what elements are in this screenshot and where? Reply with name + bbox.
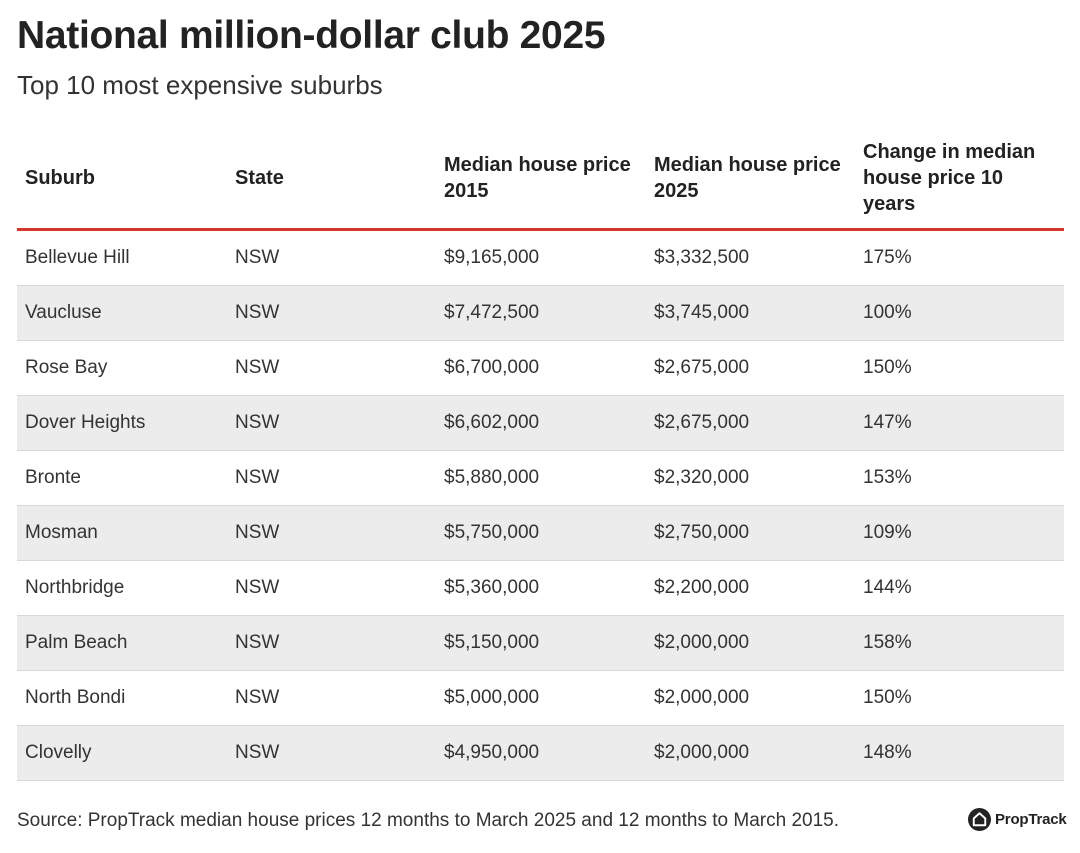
cell-state: NSW: [227, 229, 436, 286]
cell-state: NSW: [227, 560, 436, 616]
cell-price-2015: $5,360,000: [436, 560, 646, 616]
cell-suburb: North Bondi: [17, 670, 227, 726]
cell-price-2015: $6,602,000: [436, 395, 646, 451]
cell-suburb: Dover Heights: [17, 395, 227, 451]
house-icon: [968, 807, 991, 831]
table-row: Bronte NSW $5,880,000 $2,320,000 153%: [17, 450, 1064, 506]
table-row: Palm Beach NSW $5,150,000 $2,000,000 158…: [17, 615, 1064, 671]
cell-change: 148%: [855, 725, 1064, 781]
cell-state: NSW: [227, 505, 436, 561]
cell-price-2015: $5,880,000: [436, 450, 646, 506]
chart-subtitle: Top 10 most expensive suburbs: [17, 70, 383, 100]
cell-suburb: Palm Beach: [17, 615, 227, 671]
table-row: Mosman NSW $5,750,000 $2,750,000 109%: [17, 505, 1064, 561]
cell-price-2025: $2,200,000: [646, 560, 855, 616]
cell-price-2015: $5,150,000: [436, 615, 646, 671]
cell-change: 150%: [855, 340, 1064, 396]
cell-change: 175%: [855, 229, 1064, 286]
proptrack-logo: PropTrack: [968, 806, 1067, 832]
cell-state: NSW: [227, 450, 436, 506]
table-row: Rose Bay NSW $6,700,000 $2,675,000 150%: [17, 340, 1064, 396]
table-row: Northbridge NSW $5,360,000 $2,200,000 14…: [17, 560, 1064, 616]
column-header-suburb: Suburb: [17, 128, 227, 231]
column-header-change: Change in median house price 10 years: [855, 128, 1064, 231]
cell-price-2025: $2,000,000: [646, 670, 855, 726]
cell-price-2025: $2,750,000: [646, 505, 855, 561]
cell-suburb: Northbridge: [17, 560, 227, 616]
table-row: Vaucluse NSW $7,472,500 $3,745,000 100%: [17, 285, 1064, 341]
cell-price-2025: $3,332,500: [646, 229, 855, 286]
cell-price-2025: $2,320,000: [646, 450, 855, 506]
suburb-price-table: Suburb State Median house price 2015 Med…: [17, 128, 1064, 781]
cell-change: 153%: [855, 450, 1064, 506]
table-row: Dover Heights NSW $6,602,000 $2,675,000 …: [17, 395, 1064, 451]
cell-state: NSW: [227, 615, 436, 671]
cell-suburb: Rose Bay: [17, 340, 227, 396]
cell-change: 158%: [855, 615, 1064, 671]
table-row: North Bondi NSW $5,000,000 $2,000,000 15…: [17, 670, 1064, 726]
cell-price-2015: $5,000,000: [436, 670, 646, 726]
cell-price-2025: $2,675,000: [646, 340, 855, 396]
cell-price-2025: $2,675,000: [646, 395, 855, 451]
cell-price-2015: $6,700,000: [436, 340, 646, 396]
cell-change: 150%: [855, 670, 1064, 726]
chart-title: National million-dollar club 2025: [17, 14, 606, 57]
cell-suburb: Bronte: [17, 450, 227, 506]
cell-change: 109%: [855, 505, 1064, 561]
column-header-state: State: [227, 128, 436, 231]
source-note: Source: PropTrack median house prices 12…: [17, 810, 840, 831]
cell-price-2015: $7,472,500: [436, 285, 646, 341]
table-row: Clovelly NSW $4,950,000 $2,000,000 148%: [17, 725, 1064, 781]
cell-suburb: Clovelly: [17, 725, 227, 781]
cell-suburb: Mosman: [17, 505, 227, 561]
table-header-row: Suburb State Median house price 2015 Med…: [17, 128, 1064, 231]
column-header-price-2015: Median house price 2015: [436, 128, 646, 231]
cell-price-2015: $5,750,000: [436, 505, 646, 561]
cell-price-2025: $2,000,000: [646, 615, 855, 671]
cell-state: NSW: [227, 395, 436, 451]
cell-price-2015: $9,165,000: [436, 229, 646, 286]
cell-suburb: Bellevue Hill: [17, 229, 227, 286]
cell-state: NSW: [227, 670, 436, 726]
cell-price-2025: $2,000,000: [646, 725, 855, 781]
cell-state: NSW: [227, 285, 436, 341]
column-header-price-2025: Median house price 2025: [646, 128, 855, 231]
cell-suburb: Vaucluse: [17, 285, 227, 341]
cell-change: 100%: [855, 285, 1064, 341]
brand-name: PropTrack: [995, 810, 1067, 828]
cell-change: 144%: [855, 560, 1064, 616]
cell-price-2015: $4,950,000: [436, 725, 646, 781]
cell-price-2025: $3,745,000: [646, 285, 855, 341]
cell-state: NSW: [227, 340, 436, 396]
cell-state: NSW: [227, 725, 436, 781]
table-row: Bellevue Hill NSW $9,165,000 $3,332,500 …: [17, 229, 1064, 286]
cell-change: 147%: [855, 395, 1064, 451]
